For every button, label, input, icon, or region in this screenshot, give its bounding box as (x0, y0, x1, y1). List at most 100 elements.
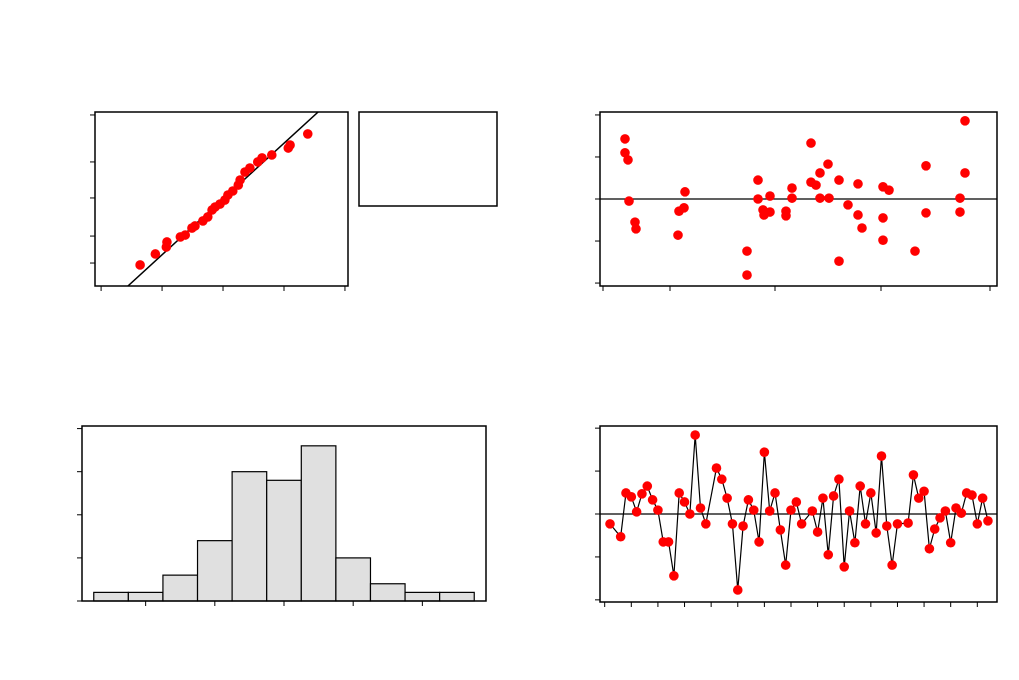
point (631, 224, 641, 234)
point (818, 493, 828, 503)
point (722, 493, 732, 503)
point (235, 175, 245, 185)
point (866, 488, 876, 498)
point (775, 525, 786, 535)
point (285, 140, 295, 150)
point (764, 506, 775, 516)
point (743, 495, 754, 505)
point (786, 505, 796, 515)
point (753, 175, 763, 185)
point (908, 470, 919, 480)
point (910, 246, 920, 256)
point (787, 193, 797, 203)
point (955, 193, 965, 203)
point (834, 256, 844, 267)
point (834, 175, 844, 185)
point (892, 519, 903, 529)
point (878, 235, 888, 245)
point (620, 134, 630, 144)
point (921, 208, 931, 218)
point (850, 537, 860, 548)
point (753, 194, 763, 204)
point (732, 585, 743, 595)
point (781, 211, 791, 221)
point (935, 513, 945, 523)
point (929, 524, 940, 534)
point (960, 168, 970, 178)
point (780, 560, 791, 570)
point (742, 270, 752, 280)
plot-frame (599, 425, 998, 603)
point (807, 506, 818, 516)
point (647, 495, 658, 505)
point (623, 155, 633, 165)
point (878, 213, 888, 223)
plot-frame (599, 111, 998, 287)
point (663, 537, 674, 547)
point (913, 493, 924, 503)
series-line (609, 434, 989, 591)
point (853, 210, 863, 220)
point (860, 519, 871, 529)
point (955, 207, 965, 217)
point (673, 230, 683, 240)
point (765, 207, 775, 217)
point (811, 180, 821, 190)
point (605, 519, 615, 529)
point (302, 129, 313, 139)
point (738, 521, 748, 531)
point (770, 488, 780, 498)
bar (196, 540, 233, 602)
bar (369, 583, 406, 602)
point (806, 138, 816, 148)
bar (439, 591, 475, 602)
point (674, 206, 684, 216)
point (903, 518, 913, 528)
point (716, 474, 727, 485)
point (960, 116, 970, 126)
point (679, 497, 690, 507)
point (855, 481, 865, 491)
point (180, 230, 191, 240)
point (653, 505, 663, 515)
point (266, 150, 277, 160)
legend-box (358, 111, 498, 207)
point (921, 160, 931, 171)
point (701, 519, 711, 529)
point (884, 185, 894, 195)
point (615, 531, 626, 542)
point (919, 486, 929, 497)
point (754, 537, 764, 547)
point (202, 212, 213, 222)
point (876, 451, 887, 461)
bar (231, 471, 268, 602)
point (843, 200, 853, 210)
point (624, 196, 634, 206)
point (245, 163, 255, 173)
bar (404, 591, 441, 602)
point (135, 260, 145, 270)
point (626, 492, 637, 502)
point (637, 489, 647, 499)
point (834, 474, 844, 485)
bar (300, 445, 337, 602)
bar (266, 479, 302, 602)
point (791, 497, 802, 507)
point (690, 430, 700, 440)
bar (93, 591, 129, 602)
point (815, 168, 825, 178)
point (828, 491, 839, 501)
point (945, 537, 956, 548)
point (812, 527, 823, 537)
plot-frame (94, 111, 349, 287)
point (871, 528, 881, 538)
point (839, 562, 850, 572)
point (642, 481, 653, 491)
point (759, 447, 770, 457)
point (924, 543, 935, 554)
point (727, 519, 738, 529)
point (977, 493, 988, 503)
point (815, 193, 825, 203)
